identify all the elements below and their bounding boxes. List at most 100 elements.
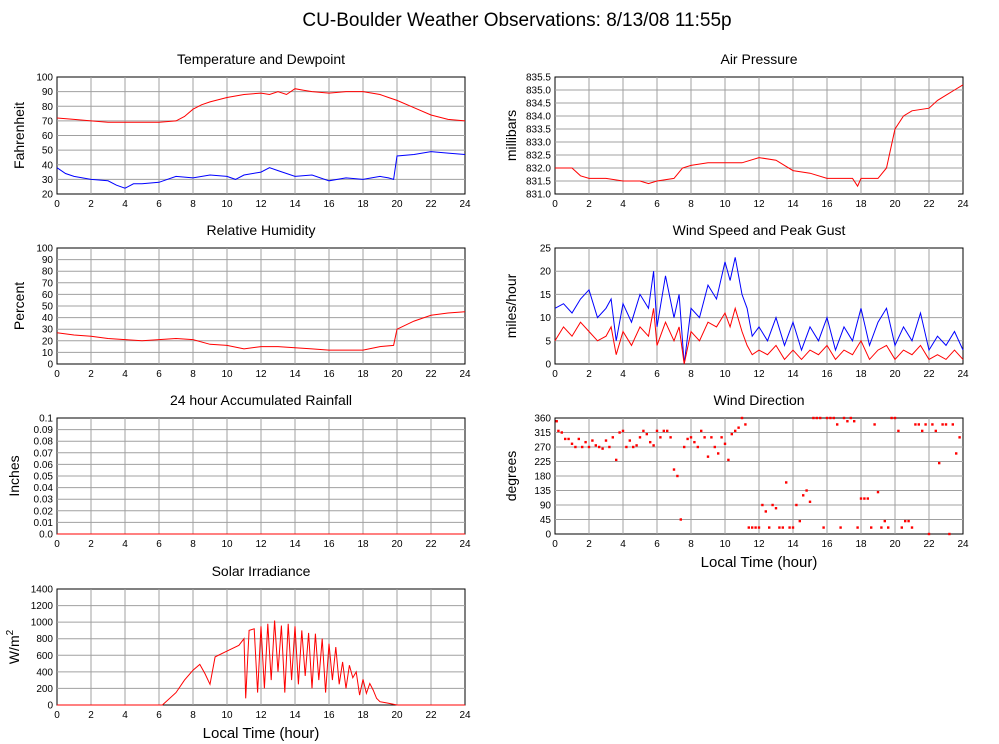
pressure-ytick-label: 834.5 [526, 99, 551, 110]
winddir-xtick-label: 16 [821, 539, 833, 550]
rain-ytick-label: 0.09 [34, 425, 54, 436]
pressure-ytick-label: 833.0 [526, 138, 551, 149]
winddir-point [757, 526, 761, 529]
winddir-ylabel: degrees [503, 451, 519, 502]
wind-xtick-label: 0 [552, 369, 558, 380]
rh-xtick-label: 6 [156, 369, 162, 380]
winddir-point [812, 416, 815, 420]
winddir-point [601, 447, 604, 450]
winddir-point [713, 445, 716, 449]
rain-ytick-label: 0.07 [34, 448, 54, 459]
wind-ytick-label: 0 [545, 360, 551, 371]
pressure-xtick-label: 18 [855, 199, 867, 210]
winddir-point [734, 429, 737, 433]
wind-series-line-1 [554, 306, 964, 365]
winddir-point [944, 423, 948, 426]
temp-series-line-1 [56, 151, 466, 189]
rain-xtick-label: 4 [122, 539, 128, 550]
winddir-point [873, 423, 876, 426]
pressure-ytick-label: 835.0 [526, 86, 551, 97]
temp-xtick-label: 6 [156, 199, 162, 210]
winddir-point [951, 423, 954, 426]
wind-ytick-label: 15 [540, 290, 552, 301]
rh-xtick-label: 18 [357, 369, 369, 380]
rh-ytick-label: 30 [42, 325, 54, 336]
temp-xtick-label: 24 [459, 199, 471, 210]
solar-ytick-label: 800 [36, 634, 53, 645]
rain-xtick-label: 0 [54, 539, 60, 550]
rh-ytick-label: 50 [42, 302, 54, 313]
winddir-point [615, 458, 618, 462]
winddir-point [730, 432, 733, 436]
rain-xtick-label: 22 [425, 539, 437, 550]
rh-xtick-label: 0 [54, 369, 60, 380]
rain-ytick-label: 0.01 [34, 518, 54, 529]
winddir-point [696, 445, 699, 449]
solar-xtick-label: 16 [323, 710, 335, 721]
winddir-point [574, 445, 577, 449]
temp-ytick-label: 60 [42, 131, 54, 142]
winddir-point [829, 416, 832, 420]
winddir-title: Wind Direction [713, 392, 804, 408]
temp-ytick-label: 90 [42, 87, 54, 98]
wind-xtick-label: 20 [889, 369, 901, 380]
temp-xtick-label: 22 [425, 199, 437, 210]
winddir-point [717, 452, 720, 455]
winddir-point [924, 423, 927, 426]
winddir-ytick-label: 0 [545, 530, 551, 541]
rh-xtick-label: 24 [459, 369, 471, 380]
solar-title: Solar Irradiance [212, 563, 311, 579]
rh-xtick-label: 14 [289, 369, 301, 380]
winddir-point [683, 445, 686, 449]
winddir-point [819, 416, 822, 420]
winddir-point [686, 437, 689, 441]
rh-ytick-label: 70 [42, 278, 54, 289]
winddir-point [870, 526, 873, 529]
wind-xtick-label: 10 [719, 369, 731, 380]
temp-xtick-label: 16 [323, 199, 335, 210]
solar-series-line-0 [57, 620, 465, 706]
winddir-point [887, 526, 890, 529]
winddir-point [832, 416, 835, 420]
solar-xtick-label: 2 [88, 710, 94, 721]
pressure-xtick-label: 24 [957, 199, 969, 210]
winddir-point [876, 490, 880, 494]
pressure-series-line-0 [555, 84, 964, 188]
winddir-ytick-label: 135 [534, 486, 551, 497]
rh-xtick-label: 22 [425, 369, 437, 380]
temp-ytick-label: 100 [36, 73, 53, 84]
rh-ytick-label: 80 [42, 267, 54, 278]
temp-xtick-label: 12 [255, 199, 267, 210]
winddir-xtick-label: 14 [787, 539, 799, 550]
winddir-point [771, 503, 774, 507]
winddir-point [700, 429, 703, 433]
winddir-point [900, 526, 903, 529]
winddir-point [594, 444, 597, 447]
winddir-xtick-label: 6 [654, 539, 660, 550]
winddir-point [584, 440, 587, 444]
winddir-point [649, 440, 652, 444]
winddir-point [866, 497, 869, 500]
winddir-point [598, 445, 601, 449]
solar-ytick-label: 1200 [31, 601, 54, 612]
solar-xtick-label: 22 [425, 710, 437, 721]
winddir-point [635, 444, 638, 447]
winddir-point [917, 423, 920, 426]
pressure-ytick-label: 831.5 [526, 177, 551, 188]
solar-xtick-label: 14 [289, 710, 301, 721]
pressure-xtick-label: 14 [787, 199, 799, 210]
rh-xtick-label: 4 [122, 369, 128, 380]
winddir-point [825, 416, 829, 420]
winddir-point [555, 420, 558, 423]
winddir-point [774, 507, 778, 510]
pressure-xtick-label: 16 [821, 199, 833, 210]
winddir-ytick-label: 90 [540, 501, 552, 512]
temp-xtick-label: 4 [122, 199, 128, 210]
rh-xtick-label: 16 [323, 369, 335, 380]
winddir-point [788, 526, 791, 529]
rh-xtick-label: 8 [190, 369, 196, 380]
rain-xtick-label: 10 [221, 539, 233, 550]
